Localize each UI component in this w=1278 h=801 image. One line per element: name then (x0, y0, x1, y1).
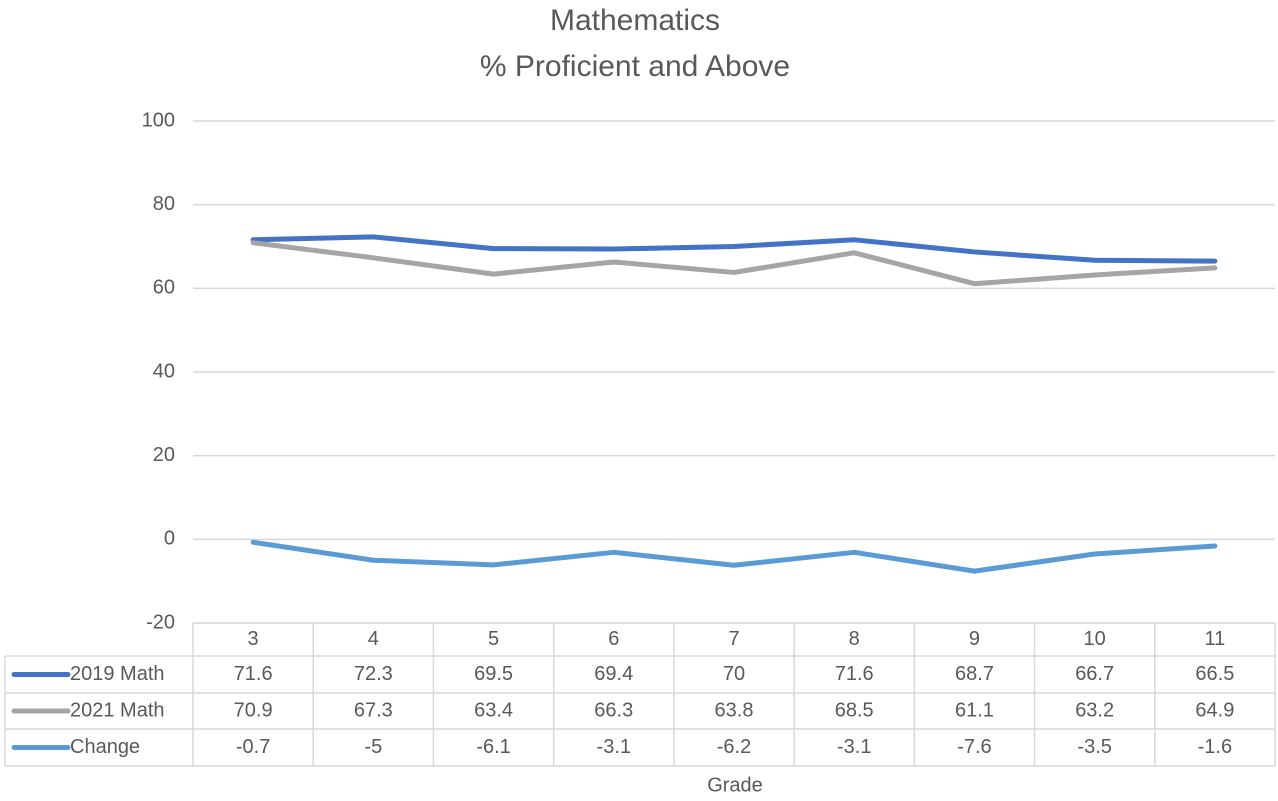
x-tick-label: 10 (1084, 628, 1106, 650)
table-value: -3.1 (837, 736, 871, 758)
y-tick-label: 80 (153, 193, 175, 215)
table-value: 63.8 (715, 699, 754, 721)
table-value: -5 (364, 736, 382, 758)
chart-subtitle: % Proficient and Above (480, 50, 790, 83)
table-value: -0.7 (236, 736, 270, 758)
series-line (250, 539, 1218, 574)
series-line (250, 234, 1218, 264)
x-tick-label: 3 (248, 628, 259, 650)
table-value: -6.1 (476, 736, 510, 758)
x-tick-label: 9 (969, 628, 980, 650)
y-tick-label: 100 (142, 109, 175, 131)
y-tick-label: 20 (153, 444, 175, 466)
x-tick-label: 4 (368, 628, 379, 650)
series-line (250, 240, 1218, 287)
table-value: -6.2 (717, 736, 751, 758)
y-tick-label: -20 (146, 611, 175, 633)
table-value: -3.1 (597, 736, 631, 758)
table-value: 71.6 (234, 663, 273, 685)
table-value: 69.4 (594, 663, 633, 685)
x-tick-label: 8 (849, 628, 860, 650)
y-tick-label: 40 (153, 360, 175, 382)
legend-label: 2021 Math (70, 699, 165, 721)
chart-title: Mathematics (550, 4, 720, 37)
table-value: 70 (723, 663, 745, 685)
table-value: 68.5 (835, 699, 874, 721)
table-value: 63.4 (474, 699, 513, 721)
y-tick-label: 60 (153, 277, 175, 299)
table-value: 70.9 (234, 699, 273, 721)
table-value: 69.5 (474, 663, 513, 685)
table-value: -1.6 (1198, 736, 1232, 758)
x-tick-label: 6 (608, 628, 619, 650)
table-value: -3.5 (1077, 736, 1111, 758)
legend-label: Change (70, 736, 140, 758)
table-value: 63.2 (1075, 699, 1114, 721)
table-value: 67.3 (354, 699, 393, 721)
table-value: 61.1 (955, 699, 994, 721)
x-tick-label: 11 (1205, 628, 1226, 650)
table-value: 71.6 (835, 663, 874, 685)
table-value: 66.7 (1075, 663, 1114, 685)
table-value: -7.6 (957, 736, 991, 758)
table-value: 64.9 (1195, 699, 1234, 721)
y-tick-label: 0 (164, 528, 175, 550)
x-axis-label: Grade (707, 774, 763, 796)
legend-label: 2019 Math (70, 663, 165, 685)
table-value: 72.3 (354, 663, 393, 685)
table-value: 66.5 (1195, 663, 1234, 685)
x-tick-label: 5 (488, 628, 499, 650)
table-value: 68.7 (955, 663, 994, 685)
table-value: 66.3 (594, 699, 633, 721)
x-tick-label: 7 (728, 628, 739, 650)
